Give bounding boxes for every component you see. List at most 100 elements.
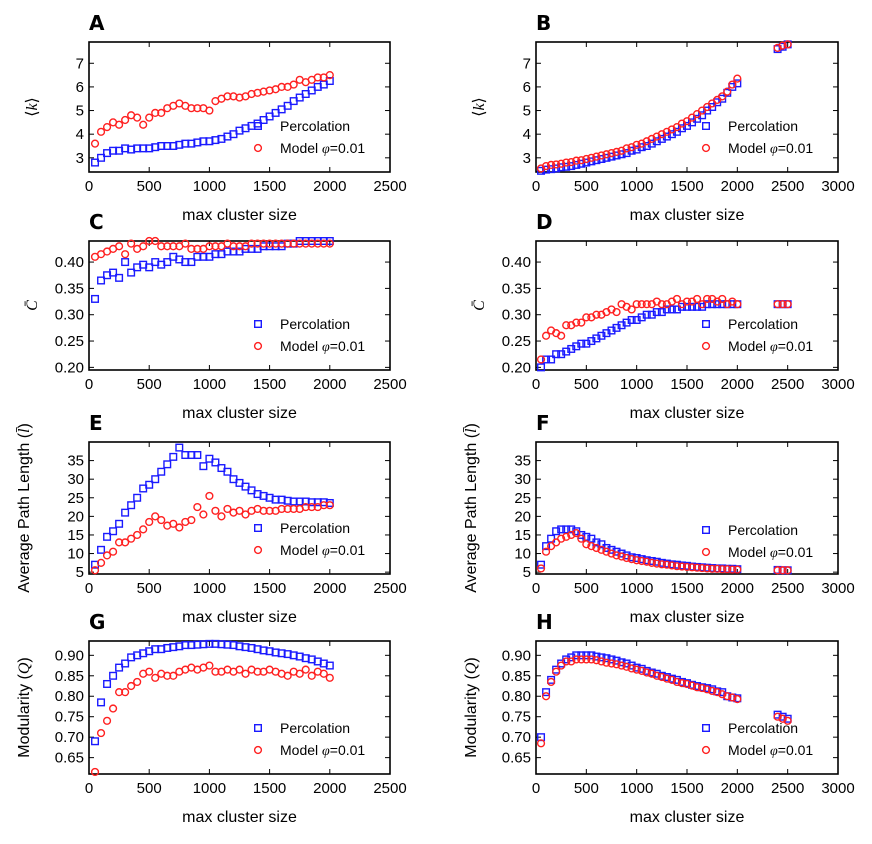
- x-tick-label: 2500: [771, 580, 804, 597]
- point-model: [642, 300, 651, 309]
- point-percolation: [145, 263, 154, 272]
- y-tick-label: 0.25: [55, 333, 84, 350]
- point-percolation: [582, 651, 591, 660]
- point-model: [567, 530, 576, 540]
- point-model: [783, 40, 792, 49]
- point-model: [325, 501, 334, 510]
- panel-c: C 0 500 1000 1500 2000 2500 0.20 0.25 0.30 0.35 0.4…: [24, 210, 407, 422]
- point-model: [778, 300, 787, 309]
- point-model: [592, 543, 601, 553]
- point-percolation: [169, 452, 178, 461]
- point-model: [733, 300, 742, 309]
- point-model: [102, 716, 112, 725]
- x-tick-label: 500: [137, 580, 162, 597]
- point-model: [632, 300, 641, 309]
- point-model: [582, 313, 591, 322]
- point-percolation: [557, 525, 566, 534]
- point-model: [587, 542, 596, 551]
- x-tick-label: 1500: [253, 376, 286, 393]
- point-percolation: [607, 545, 616, 554]
- point-percolation: [547, 534, 556, 543]
- x-tick-label: 1500: [670, 376, 703, 393]
- x-tick-label: 1500: [670, 580, 703, 597]
- y-tick-label: 0.30: [502, 307, 531, 324]
- point-model: [718, 294, 727, 304]
- point-model: [175, 523, 184, 532]
- y-tick-label: 0.35: [502, 280, 531, 297]
- point-model: [728, 565, 737, 574]
- y-tick-label: 0.35: [55, 280, 84, 297]
- point-model: [582, 540, 591, 549]
- point-model: [567, 657, 576, 666]
- point-model: [682, 679, 692, 689]
- point-percolation: [582, 532, 591, 541]
- point-percolation: [662, 305, 671, 314]
- legend-label: Model φ=0.01: [728, 742, 813, 759]
- point-model: [319, 501, 328, 510]
- x-axis-label: max cluster size: [182, 405, 297, 422]
- x-axis-label: max cluster size: [182, 207, 297, 224]
- panel-a: A 0 500 1000 1500 2000 2500 3 4 5 6 7 max cluster si…: [24, 11, 407, 224]
- point-percolation: [103, 679, 112, 688]
- point-model: [697, 563, 707, 573]
- point-model: [597, 545, 606, 554]
- point-percolation: [163, 460, 172, 469]
- x-tick-label: 2000: [721, 780, 754, 797]
- point-model: [718, 565, 727, 574]
- point-model: [181, 239, 190, 248]
- point-percolation: [157, 467, 166, 476]
- point-model: [723, 565, 732, 574]
- y-tick-label: 5: [523, 564, 531, 581]
- point-percolation: [91, 737, 100, 746]
- point-model: [617, 661, 626, 670]
- y-tick-label: 20: [67, 508, 84, 525]
- point-model: [151, 108, 160, 118]
- legend-marker-model: [701, 341, 711, 351]
- point-model: [193, 502, 202, 512]
- point-percolation: [133, 493, 142, 502]
- legend: Percolation Model φ=0.01: [253, 118, 365, 157]
- point-model: [301, 502, 310, 512]
- x-tick-label: 3000: [821, 376, 854, 393]
- point-percolation: [97, 276, 106, 285]
- legend-label: Model φ=0.01: [728, 338, 813, 355]
- y-tick-label: 0.70: [55, 729, 84, 746]
- point-model: [687, 681, 697, 690]
- legend-label: Model φ=0.01: [728, 140, 813, 157]
- x-tick-label: 1000: [620, 780, 653, 797]
- point-model: [289, 80, 298, 89]
- y-tick-label: 7: [76, 55, 84, 72]
- point-model: [187, 104, 196, 113]
- legend-label: Percolation: [728, 316, 798, 332]
- point-model: [557, 159, 566, 168]
- y-tick-label: 0.65: [502, 750, 531, 767]
- point-model: [657, 300, 666, 309]
- point-model: [163, 671, 172, 680]
- legend-label: Model φ=0.01: [280, 338, 365, 355]
- point-model: [325, 70, 334, 80]
- legend-marker-model: [701, 143, 711, 153]
- point-percolation: [283, 101, 292, 110]
- x-tick-label: 1000: [620, 580, 653, 597]
- legend-label: Percolation: [728, 720, 798, 736]
- point-model: [647, 558, 656, 567]
- y-tick-label: 3: [76, 150, 84, 167]
- legend-label: Percolation: [280, 720, 350, 736]
- y-tick-label: 0.20: [55, 359, 84, 376]
- point-model: [90, 566, 100, 575]
- legend: Percolation Model φ=0.01: [253, 316, 365, 355]
- point-model: [139, 120, 148, 129]
- y-tick-label: 0.80: [502, 688, 531, 705]
- y-tick-label: 0.75: [502, 709, 531, 726]
- point-percolation: [542, 542, 551, 551]
- point-percolation: [552, 527, 561, 536]
- legend-label: Model φ=0.01: [280, 742, 365, 759]
- point-model: [733, 74, 742, 83]
- point-model: [541, 692, 551, 701]
- point-model: [187, 515, 196, 525]
- point-model: [235, 665, 244, 674]
- y-tick-label: 35: [514, 453, 531, 470]
- point-model: [108, 704, 118, 713]
- point-model: [692, 294, 702, 304]
